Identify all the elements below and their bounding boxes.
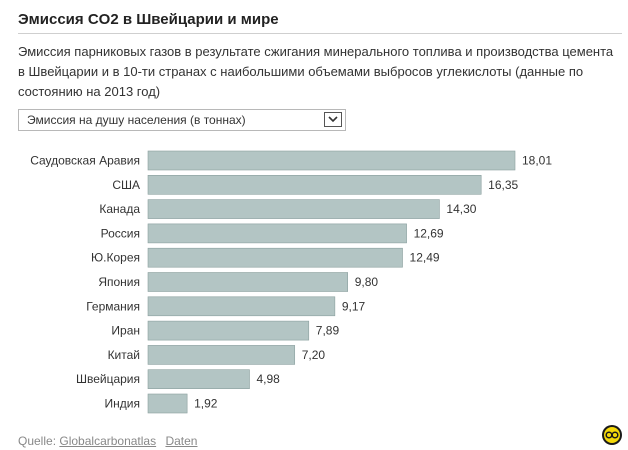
- bar[interactable]: [147, 320, 310, 341]
- category-label: США: [112, 178, 140, 192]
- bar-chart: Саудовская Аравия 18,01 США 16,35 Канада 14,3…: [30, 150, 552, 414]
- source-line: Quelle: Globalcarbonatlas Daten: [18, 434, 197, 448]
- metric-select[interactable]: Эмиссия на душу населения (в тоннах): [18, 109, 346, 131]
- category-label: Индия: [105, 397, 140, 411]
- metric-select-value: Эмиссия на душу населения (в тоннах): [27, 113, 246, 127]
- category-label: Япония: [98, 275, 140, 289]
- category-label: Иран: [111, 324, 140, 338]
- value-label: 9,17: [342, 299, 366, 313]
- bar[interactable]: [147, 345, 296, 365]
- bar[interactable]: [147, 393, 188, 414]
- chevron-down-icon[interactable]: [324, 112, 342, 127]
- value-label: 4,98: [256, 372, 280, 386]
- value-label: 9,80: [355, 275, 379, 289]
- chart-title: Эмиссия CO2 в Швейцарии и мире: [18, 11, 279, 28]
- value-label: 18,01: [522, 154, 552, 168]
- category-label: Швейцария: [76, 372, 140, 386]
- source-link[interactable]: Globalcarbonatlas: [59, 434, 157, 448]
- title-divider: [18, 33, 622, 34]
- value-label: 12,69: [414, 226, 444, 240]
- category-label: Россия: [101, 226, 140, 240]
- source-prefix: Quelle:: [18, 434, 57, 448]
- bar[interactable]: [147, 296, 336, 317]
- value-label: 7,89: [316, 324, 340, 338]
- bar[interactable]: [147, 369, 250, 389]
- bar[interactable]: [147, 150, 516, 171]
- bar[interactable]: [147, 223, 407, 244]
- category-label: Ю.Корея: [91, 251, 140, 265]
- value-label: 16,35: [488, 178, 518, 192]
- bar[interactable]: [147, 174, 482, 195]
- publisher-logo-icon[interactable]: [601, 424, 623, 446]
- category-label: Саудовская Аравия: [30, 154, 140, 168]
- value-label: 14,30: [446, 202, 476, 216]
- bar[interactable]: [147, 199, 440, 219]
- value-label: 7,20: [302, 348, 326, 362]
- bar[interactable]: [147, 272, 349, 292]
- category-label: Канада: [99, 202, 140, 216]
- data-link[interactable]: Daten: [165, 434, 198, 448]
- value-label: 12,49: [410, 251, 440, 265]
- category-label: Китай: [108, 348, 140, 362]
- bar[interactable]: [147, 247, 403, 268]
- chart-subtitle: Эмиссия парниковых газов в результате сж…: [18, 44, 614, 99]
- category-label: Германия: [86, 299, 140, 313]
- value-label: 1,92: [194, 397, 218, 411]
